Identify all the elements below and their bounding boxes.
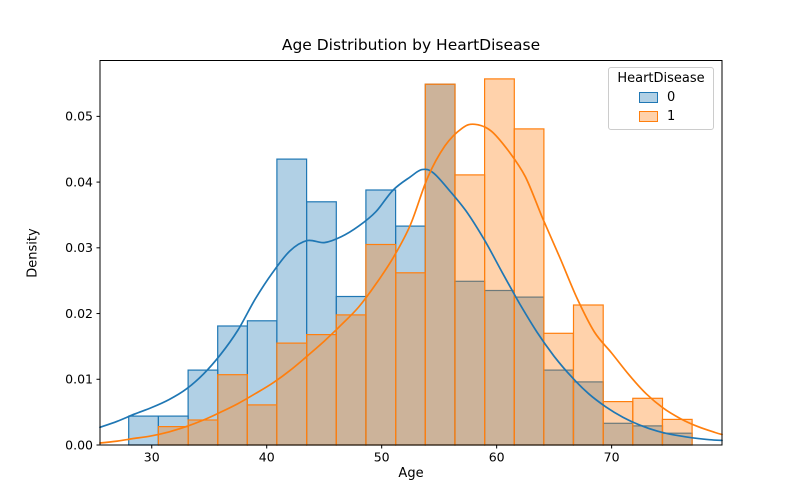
histogram-bar-hd1 xyxy=(484,78,515,446)
histogram-bar-hd1 xyxy=(246,404,278,446)
legend-label-hd0: 0 xyxy=(667,90,676,105)
x-tick-label: 60 xyxy=(489,450,505,465)
x-tick-label: 50 xyxy=(374,450,390,465)
kde-curve-hd0 xyxy=(99,168,723,442)
histogram-bar-hd1 xyxy=(395,272,426,446)
y-tick-label: 0.05 xyxy=(65,109,93,124)
legend-entry-hd1: 1 xyxy=(609,109,713,124)
histogram-bar-hd1 xyxy=(572,304,604,446)
x-tick-label: 70 xyxy=(604,450,620,465)
plot-border xyxy=(99,60,723,446)
histogram-bar-hd0 xyxy=(395,225,426,446)
histogram-bar-hd1 xyxy=(276,342,308,446)
x-tick-label: 40 xyxy=(259,450,275,465)
histogram-bar-hd0 xyxy=(276,158,308,446)
histogram-bar-hd1 xyxy=(661,418,693,446)
histogram-bar-hd0 xyxy=(128,415,159,446)
y-tick-label: 0.04 xyxy=(65,174,93,189)
x-axis-label: Age xyxy=(398,466,424,481)
chart-title: Age Distribution by HeartDisease xyxy=(281,36,541,54)
legend-swatch-hd1-icon xyxy=(639,111,658,122)
y-tick-label: 0.01 xyxy=(65,372,93,387)
histogram-bar-hd1 xyxy=(335,314,367,446)
histogram-bar-hd1 xyxy=(543,332,575,446)
x-tick-label: 30 xyxy=(144,450,160,465)
histogram-bar-hd1 xyxy=(365,243,397,446)
legend: HeartDisease 0 1 xyxy=(608,67,714,130)
legend-swatch-hd0-icon xyxy=(639,92,658,103)
histogram-bar-hd0 xyxy=(454,280,486,446)
legend-title: HeartDisease xyxy=(617,71,705,86)
y-tick-label: 0.03 xyxy=(65,240,93,255)
legend-entry-hd0: 0 xyxy=(609,90,713,105)
histogram-bar-hd0 xyxy=(513,296,545,446)
histogram-bar-hd1 xyxy=(513,128,545,446)
histogram-bar-hd1 xyxy=(306,334,337,446)
histogram-bar-hd1 xyxy=(424,83,456,446)
histogram-bar-hd1 xyxy=(632,397,664,446)
y-axis-label: Density xyxy=(25,228,41,278)
y-tick-label: 0.00 xyxy=(65,437,93,452)
legend-label-hd1: 1 xyxy=(667,109,676,124)
kde-curve-hd1 xyxy=(99,123,723,444)
y-tick-label: 0.02 xyxy=(65,306,93,321)
histogram-bar-hd1 xyxy=(157,426,189,446)
histogram-bar-hd1 xyxy=(217,374,248,446)
